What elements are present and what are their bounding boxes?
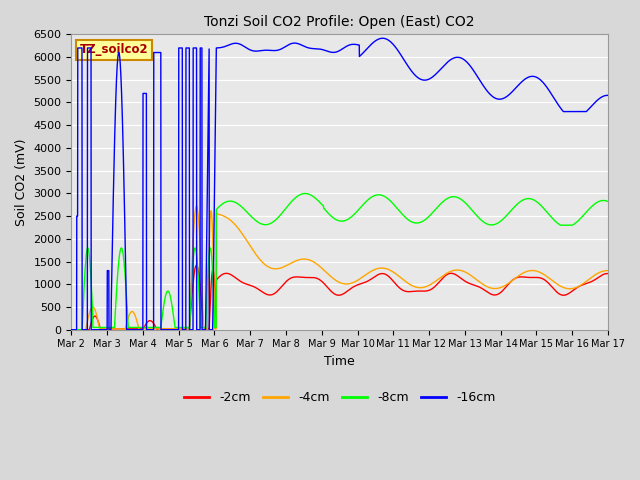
X-axis label: Time: Time	[324, 355, 355, 368]
Legend: -2cm, -4cm, -8cm, -16cm: -2cm, -4cm, -8cm, -16cm	[179, 386, 500, 409]
Title: Tonzi Soil CO2 Profile: Open (East) CO2: Tonzi Soil CO2 Profile: Open (East) CO2	[204, 15, 475, 29]
Text: TZ_soilco2: TZ_soilco2	[79, 43, 148, 56]
Y-axis label: Soil CO2 (mV): Soil CO2 (mV)	[15, 138, 28, 226]
